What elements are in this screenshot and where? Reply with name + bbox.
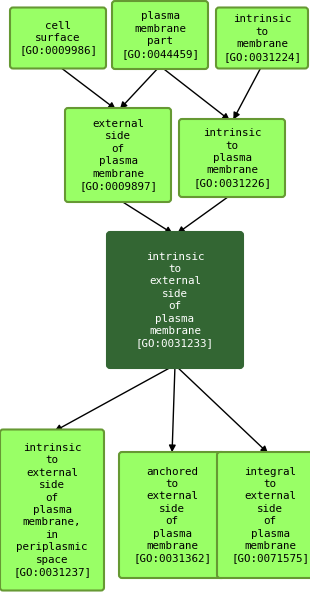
Text: integral
to
external
side
of
plasma
membrane
[GO:0071575]: integral to external side of plasma memb… (231, 467, 309, 563)
Text: cell
surface
[GO:0009986]: cell surface [GO:0009986] (19, 20, 97, 55)
Text: intrinsic
to
external
side
of
plasma
membrane
[GO:0031233]: intrinsic to external side of plasma mem… (136, 252, 214, 349)
Text: anchored
to
external
side
of
plasma
membrane
[GO:0031362]: anchored to external side of plasma memb… (133, 467, 211, 563)
FancyBboxPatch shape (65, 108, 171, 202)
FancyBboxPatch shape (10, 7, 106, 69)
FancyBboxPatch shape (217, 452, 310, 578)
FancyBboxPatch shape (0, 429, 104, 591)
Text: intrinsic
to
membrane
[GO:0031224]: intrinsic to membrane [GO:0031224] (223, 14, 301, 61)
Text: intrinsic
to
external
side
of
plasma
membrane,
in
periplasmic
space
[GO:0031237]: intrinsic to external side of plasma mem… (13, 443, 91, 577)
Text: external
side
of
plasma
membrane
[GO:0009897]: external side of plasma membrane [GO:000… (79, 119, 157, 191)
FancyBboxPatch shape (179, 119, 285, 197)
FancyBboxPatch shape (119, 452, 225, 578)
Text: plasma
membrane
part
[GO:0044459]: plasma membrane part [GO:0044459] (121, 11, 199, 58)
FancyBboxPatch shape (216, 7, 308, 69)
Text: intrinsic
to
plasma
membrane
[GO:0031226]: intrinsic to plasma membrane [GO:0031226… (193, 128, 271, 188)
FancyBboxPatch shape (107, 232, 243, 368)
FancyBboxPatch shape (112, 1, 208, 69)
